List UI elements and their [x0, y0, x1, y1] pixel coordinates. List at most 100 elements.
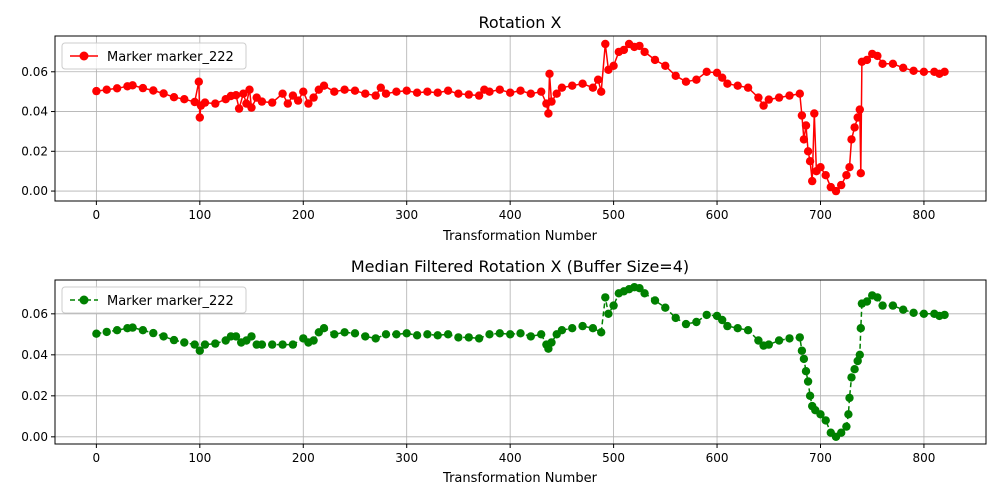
data-point: [845, 163, 854, 172]
data-point: [278, 340, 287, 349]
data-point: [128, 323, 137, 332]
data-point: [180, 338, 189, 347]
data-point: [847, 135, 856, 144]
data-point: [138, 326, 148, 335]
data-point: [837, 428, 846, 437]
data-point: [234, 104, 244, 113]
data-point: [844, 410, 853, 419]
data-point: [692, 317, 701, 327]
data-point: [593, 75, 603, 84]
data-point: [190, 340, 199, 349]
data-point: [733, 324, 742, 333]
data-point: [805, 157, 815, 166]
data-point: [443, 86, 453, 95]
x-tick-label: 300: [395, 208, 418, 222]
data-point: [92, 329, 101, 338]
data-point: [350, 329, 360, 338]
x-tick-label: 700: [809, 208, 832, 222]
data-point: [847, 373, 856, 382]
data-point: [268, 98, 277, 107]
data-point: [795, 89, 804, 98]
data-point: [293, 96, 303, 105]
data-point: [671, 71, 680, 81]
data-point: [803, 377, 813, 386]
legend-entry-label: Marker marker_222: [107, 50, 234, 65]
data-point: [803, 147, 813, 156]
data-point: [433, 88, 442, 97]
data-point: [837, 180, 846, 190]
data-point: [526, 332, 535, 341]
data-point: [283, 99, 292, 108]
data-point: [733, 81, 742, 90]
data-point: [340, 85, 349, 94]
data-point: [544, 344, 553, 353]
data-point: [102, 85, 111, 94]
data-point: [138, 83, 148, 93]
data-point: [371, 334, 380, 343]
data-point: [831, 186, 841, 196]
data-point: [862, 55, 872, 65]
data-point: [128, 81, 137, 90]
subplot-median-filtered: Median Filtered Rotation X (Buffer Size=…: [21, 257, 987, 486]
data-point: [754, 93, 763, 102]
data-point: [816, 410, 825, 419]
data-point: [211, 339, 220, 348]
data-point: [330, 330, 339, 339]
data-point: [681, 77, 691, 86]
data-point: [919, 67, 929, 77]
data-point: [402, 86, 411, 95]
data-point: [557, 83, 567, 92]
data-point: [552, 89, 561, 98]
data-point: [588, 324, 598, 333]
y-tick-label: 0.02: [21, 144, 48, 158]
data-point: [878, 59, 887, 68]
data-point: [723, 79, 732, 88]
data-point: [862, 297, 872, 306]
data-point: [785, 91, 794, 100]
data-point: [433, 331, 442, 340]
data-point: [856, 169, 865, 178]
data-point: [856, 324, 865, 333]
data-point: [247, 332, 256, 341]
data-point: [361, 332, 370, 341]
data-point: [821, 171, 830, 180]
x-tick-label: 400: [499, 208, 522, 222]
data-point: [239, 89, 248, 98]
data-point: [718, 73, 727, 82]
data-point: [899, 305, 908, 314]
series-markers: [92, 283, 949, 441]
data-point: [92, 86, 101, 96]
x-axis-label: Transformation Number: [442, 471, 598, 486]
tick-labels: 0 100 200 300 400 500 600 700 800 0.00 0.02 0.04 0.0…: [21, 65, 935, 222]
data-point: [816, 163, 825, 172]
data-point: [702, 310, 711, 320]
data-point: [604, 309, 613, 318]
data-point: [159, 89, 168, 98]
data-point: [200, 98, 210, 107]
tick-labels: 0 100 200 300 400 500 600 700 800 0.00 0.02 0.04 0.0…: [21, 307, 935, 465]
data-point: [485, 87, 494, 96]
data-point: [743, 326, 753, 335]
y-tick-label: 0.06: [21, 307, 48, 321]
data-point: [661, 303, 670, 312]
data-point: [842, 171, 851, 180]
data-point: [231, 332, 241, 341]
data-point: [194, 77, 203, 86]
data-point: [169, 93, 179, 102]
data-point: [544, 109, 553, 118]
data-point: [702, 67, 711, 77]
data-point: [808, 176, 817, 186]
data-point: [361, 89, 370, 98]
data-point: [799, 354, 809, 364]
axes-frame: [54, 279, 987, 445]
chart-title: Median Filtered Rotation X (Buffer Size=…: [351, 257, 689, 276]
y-tick-label: 0.04: [21, 105, 48, 119]
legend-marker-swatch: [79, 295, 89, 305]
data-point: [805, 391, 815, 400]
data-point: [454, 89, 463, 98]
data-point: [195, 113, 204, 122]
data-point: [381, 330, 391, 339]
data-point: [464, 90, 473, 99]
data-point: [547, 338, 556, 347]
